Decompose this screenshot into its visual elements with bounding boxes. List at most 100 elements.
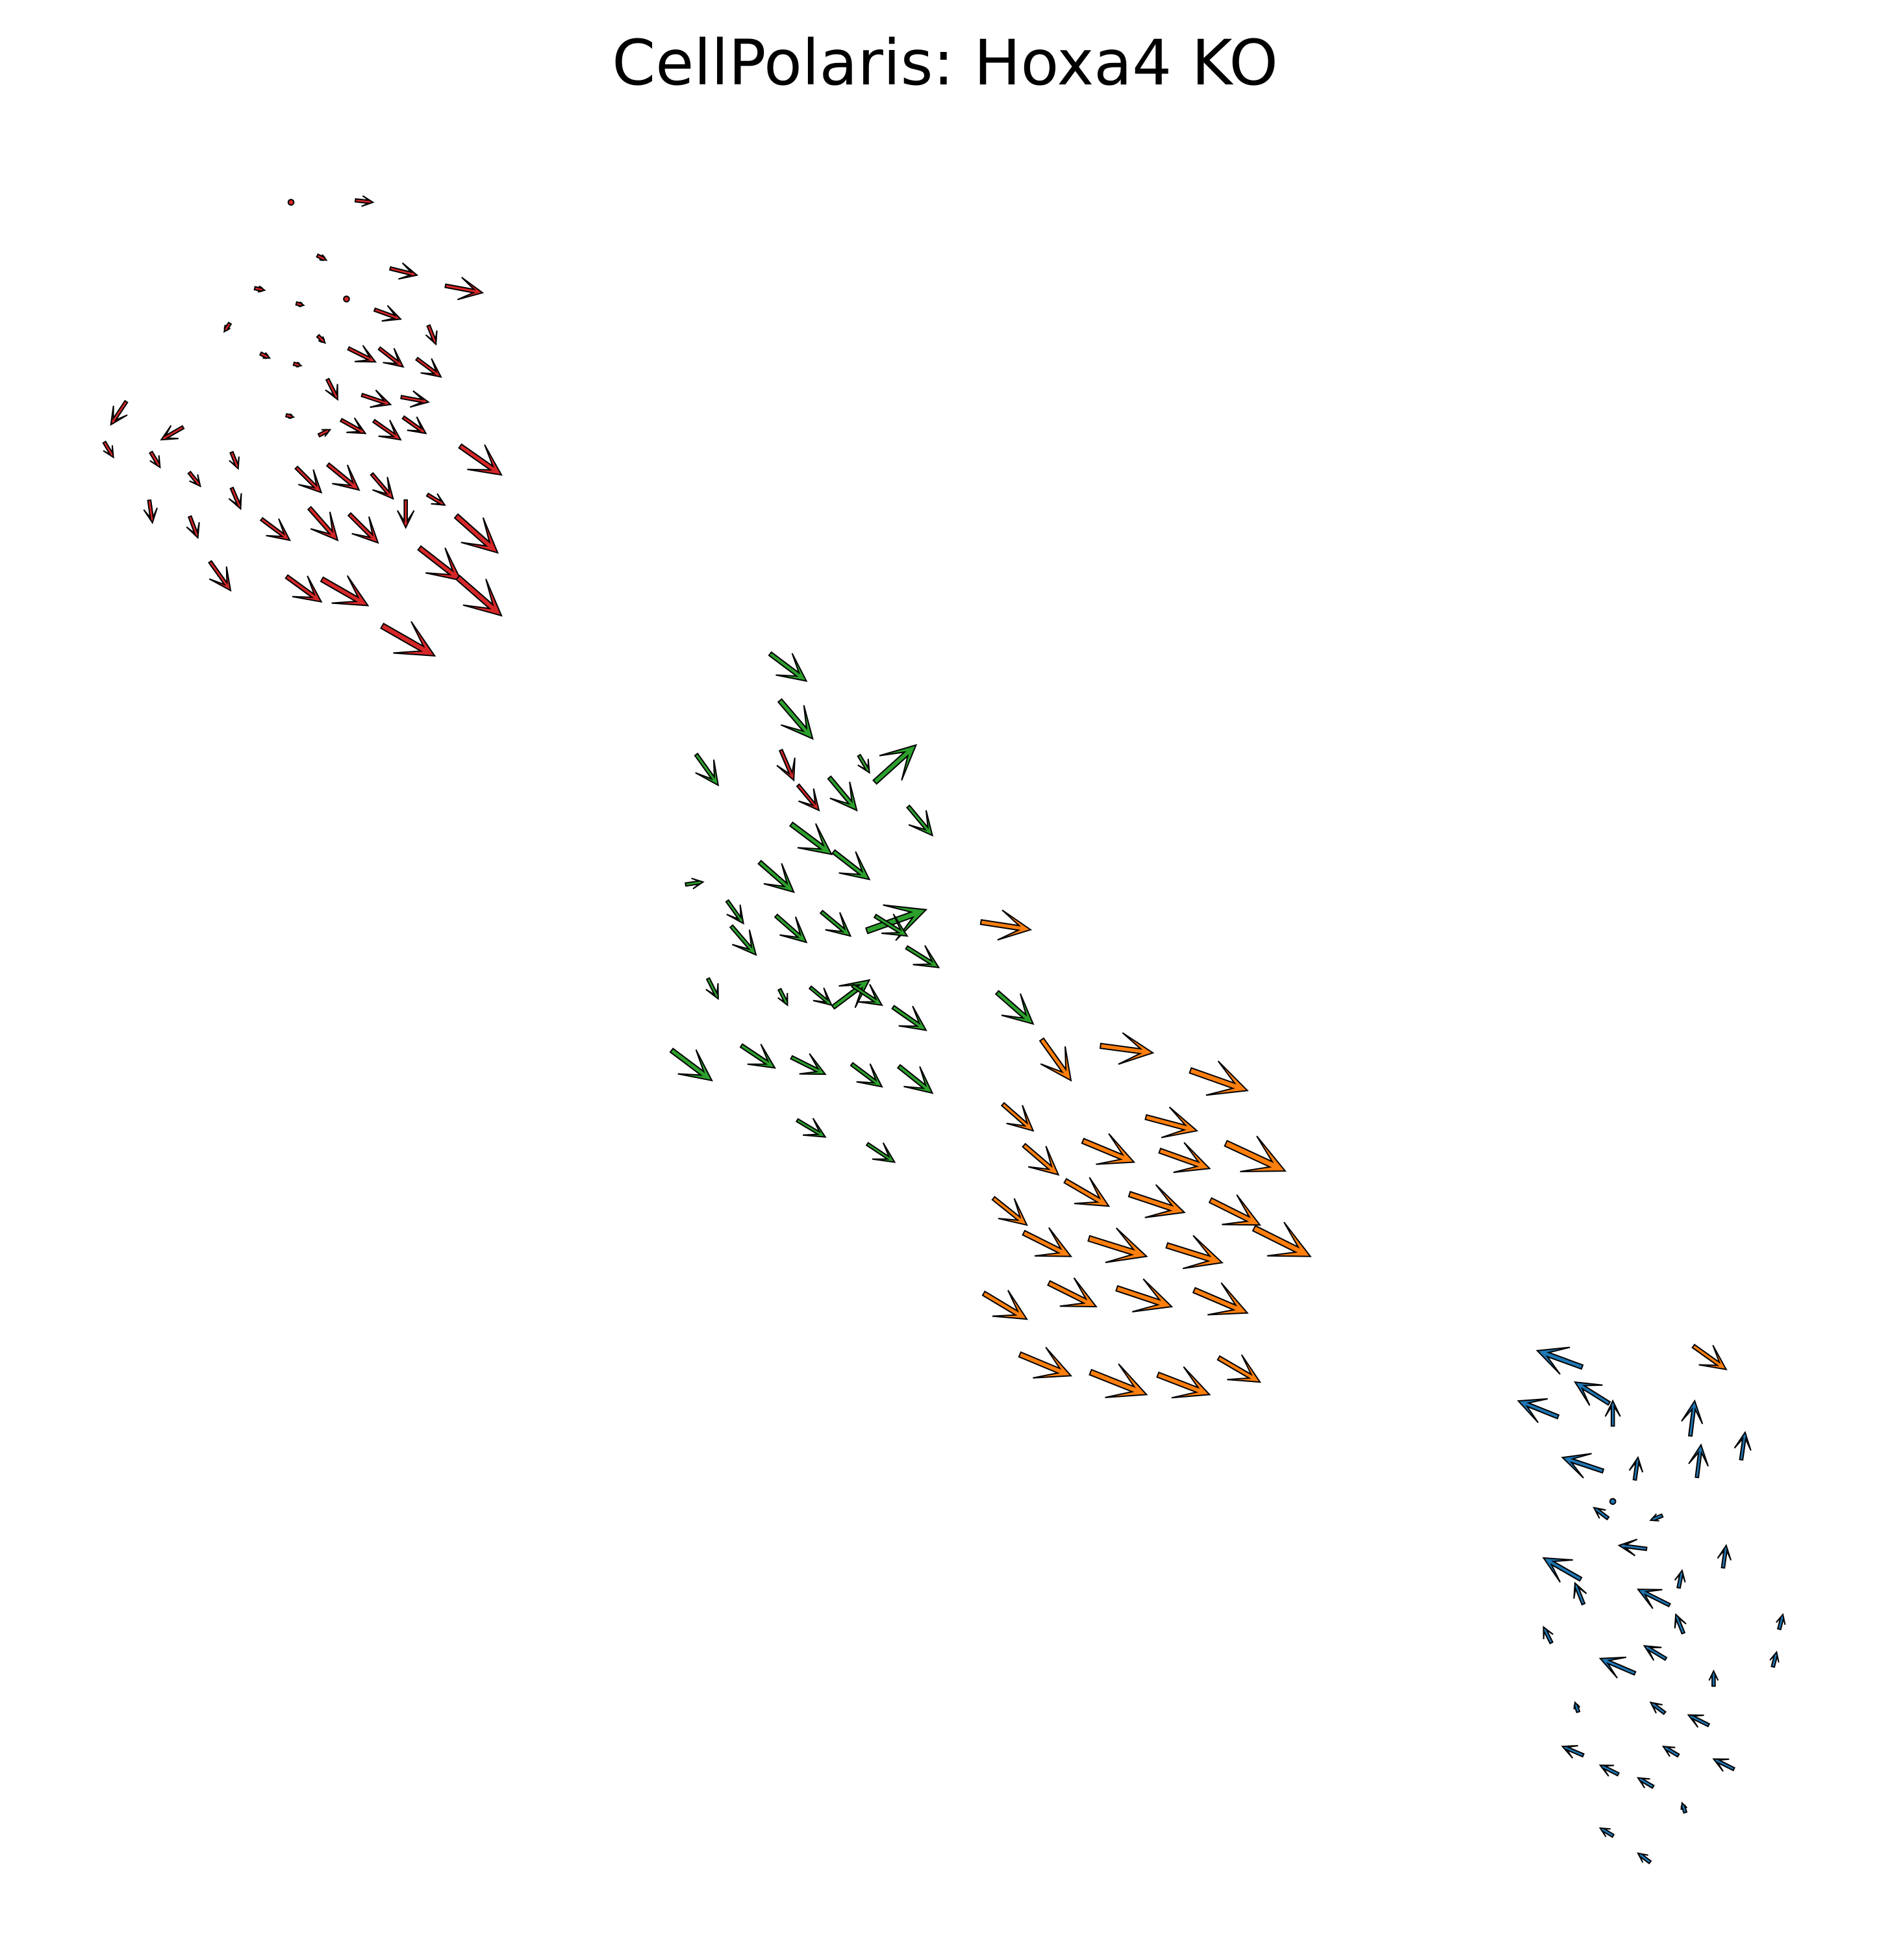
arrow-blue xyxy=(1733,1431,1752,1461)
arrow-red xyxy=(343,295,350,303)
chart-title: CellPolaris: Hoxa4 KO xyxy=(612,27,1278,99)
arrow-red xyxy=(425,492,446,506)
arrow-blue xyxy=(1688,1443,1709,1479)
arrow-red xyxy=(360,389,392,408)
arrow-blue xyxy=(1573,1701,1581,1714)
arrow-green xyxy=(831,849,871,881)
arrow-orange xyxy=(979,909,1033,941)
arrow-orange xyxy=(1224,1135,1287,1172)
arrow-red xyxy=(380,621,436,657)
arrow-orange xyxy=(1189,1061,1249,1096)
arrow-blue xyxy=(1661,1745,1680,1758)
arrow-orange xyxy=(1208,1194,1262,1226)
arrow-red xyxy=(401,415,427,434)
arrow-blue xyxy=(1628,1455,1644,1481)
arrow-green xyxy=(827,775,858,812)
arrow-green xyxy=(864,904,928,941)
arrow-orange xyxy=(991,1196,1028,1226)
arrow-red xyxy=(258,351,271,359)
arrow-green xyxy=(865,1142,896,1163)
arrow-red xyxy=(400,390,430,408)
arrow-green xyxy=(669,1048,713,1082)
arrow-blue xyxy=(1604,1399,1621,1427)
arrow-red xyxy=(377,346,405,368)
arrow-green xyxy=(831,979,871,1010)
arrow-red xyxy=(102,440,114,459)
arrow-green xyxy=(725,899,744,925)
arrow-blue xyxy=(1674,1569,1686,1589)
arrow-green xyxy=(795,1118,827,1138)
arrow-blue xyxy=(1561,1453,1605,1479)
arrow-red xyxy=(287,199,295,206)
arrow-blue xyxy=(1708,1669,1719,1687)
arrow-red xyxy=(228,486,242,510)
arrow-red xyxy=(160,425,185,441)
arrow-orange xyxy=(1087,1227,1148,1263)
arrow-green xyxy=(851,983,883,1006)
arrow-blue xyxy=(1543,1626,1554,1644)
arrow-blue xyxy=(1598,1827,1615,1839)
arrow-red xyxy=(388,262,419,280)
arrow-red xyxy=(229,451,240,470)
arrow-orange xyxy=(1144,1106,1199,1138)
arrow-green xyxy=(777,697,814,740)
arrow-orange xyxy=(1081,1133,1136,1165)
arrow-green xyxy=(777,988,788,1007)
arrow-blue xyxy=(1598,1765,1620,1777)
arrow-red xyxy=(143,499,158,525)
arrow-red xyxy=(373,305,403,322)
arrow-red xyxy=(284,412,296,419)
arrow-blue xyxy=(1680,1802,1688,1814)
arrow-blue xyxy=(1712,1758,1735,1772)
arrow-red xyxy=(284,574,323,603)
arrow-orange xyxy=(1022,1227,1073,1257)
arrow-green xyxy=(850,1062,883,1088)
arrow-blue xyxy=(1561,1745,1585,1759)
arrow-red xyxy=(316,334,327,344)
arrow-red xyxy=(110,399,129,426)
arrow-green xyxy=(757,859,795,894)
arrow-orange xyxy=(1216,1354,1261,1383)
arrow-green xyxy=(808,985,833,1007)
arrow-red xyxy=(425,324,438,346)
arrow-red xyxy=(776,748,796,782)
arrow-orange xyxy=(1099,1032,1155,1065)
arrow-green xyxy=(873,913,909,937)
arrow-orange xyxy=(1089,1363,1148,1398)
arrow-blue xyxy=(1687,1714,1711,1728)
arrow-blue xyxy=(1609,1498,1617,1505)
arrow-orange xyxy=(1063,1177,1111,1207)
arrow-orange xyxy=(1022,1142,1060,1176)
arrow-blue xyxy=(1535,1346,1584,1375)
arrow-red xyxy=(316,253,328,261)
arrow-red xyxy=(417,545,462,582)
arrow-orange xyxy=(1165,1235,1224,1270)
arrow-red xyxy=(444,277,485,301)
arrow-green xyxy=(729,924,757,957)
arrow-red xyxy=(295,301,305,307)
arrow-red xyxy=(253,285,266,293)
arrow-green xyxy=(819,909,852,937)
arrow-blue xyxy=(1636,1589,1671,1609)
arrow-red xyxy=(397,499,415,529)
arrow-red xyxy=(307,505,339,542)
arrow-orange xyxy=(1115,1278,1174,1313)
arrow-green xyxy=(891,1005,927,1031)
arrow-red xyxy=(455,574,503,617)
arrow-green xyxy=(788,821,833,855)
arrow-red xyxy=(292,361,303,368)
arrow-red xyxy=(453,513,499,554)
arrow-blue xyxy=(1598,1656,1637,1679)
arrow-blue xyxy=(1717,1544,1732,1569)
arrow-green xyxy=(790,1053,827,1075)
arrow-orange xyxy=(1156,1366,1211,1399)
arrow-red xyxy=(317,429,332,438)
arrow-blue xyxy=(1637,1852,1652,1865)
arrow-red xyxy=(320,575,370,607)
arrow-blue xyxy=(1574,1381,1611,1406)
arrow-orange xyxy=(1691,1344,1728,1371)
arrow-red xyxy=(259,517,292,542)
arrow-green xyxy=(739,1043,777,1069)
arrow-blue xyxy=(1593,1507,1610,1521)
arrow-green xyxy=(905,945,940,968)
